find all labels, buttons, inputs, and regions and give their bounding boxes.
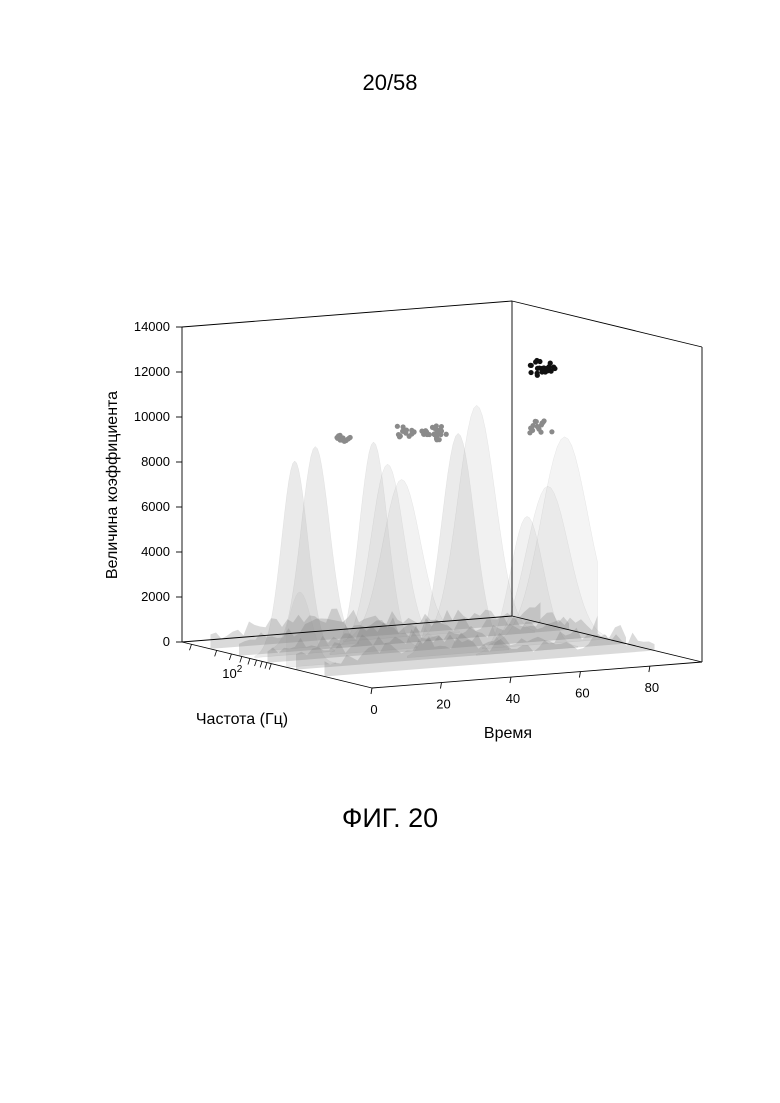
z-tick-label: 2000	[141, 589, 170, 604]
max-peak-marker	[548, 360, 553, 365]
max-peak-marker	[535, 371, 540, 376]
y-tick-mark	[265, 663, 267, 669]
peak-marker	[409, 428, 414, 433]
x-tick-label: 0	[370, 702, 377, 717]
max-peak-marker	[552, 366, 557, 371]
y-tick-label: 102	[222, 664, 242, 681]
x-axis-title: Время	[484, 725, 532, 742]
peak-marker	[538, 430, 543, 435]
peak-marker	[340, 435, 345, 440]
max-peak-marker	[528, 363, 533, 368]
y-tick-mark	[240, 656, 242, 662]
max-peak-marker	[528, 370, 533, 375]
x-tick-mark	[579, 672, 580, 678]
peak-marker	[540, 420, 545, 425]
peak-marker	[437, 437, 442, 442]
y-tick-mark	[190, 644, 192, 650]
y-tick-mark	[215, 650, 217, 656]
peak-marker	[395, 424, 400, 429]
peak-marker	[444, 432, 449, 437]
y-tick-mark	[248, 658, 250, 664]
peak-markers	[334, 358, 557, 444]
y-tick-mark	[269, 664, 271, 670]
peak-marker	[421, 432, 426, 437]
peak-marker	[434, 429, 439, 434]
z-tick-label: 12000	[134, 364, 170, 379]
x-tick-label: 40	[506, 691, 520, 706]
figure-caption: ФИГ. 20	[0, 803, 780, 834]
z-tick-label: 14000	[134, 319, 170, 334]
z-tick-label: 6000	[141, 499, 170, 514]
x-tick-label: 20	[436, 697, 450, 712]
max-peak-marker	[537, 365, 542, 370]
x-tick-label: 80	[645, 680, 659, 695]
peak-marker	[396, 432, 401, 437]
peak-marker	[407, 434, 412, 439]
z-tick-label: 4000	[141, 544, 170, 559]
x-tick-mark	[649, 666, 650, 672]
peak-marker	[335, 436, 340, 441]
z-tick-label: 8000	[141, 454, 170, 469]
peak-marker	[347, 435, 352, 440]
y-tick-mark	[255, 660, 257, 666]
max-peak-marker	[545, 366, 550, 371]
peak-marker	[549, 429, 554, 434]
z-tick-label: 0	[163, 634, 170, 649]
y-tick-exponent: 2	[237, 664, 243, 675]
x-tick-mark	[510, 677, 511, 683]
peak-marker	[400, 429, 405, 434]
surface-layer	[211, 405, 655, 676]
x-tick-mark	[440, 683, 441, 689]
y-tick-mark	[260, 661, 262, 667]
top-left-edge	[182, 301, 512, 327]
y-axis-title: Частота (Гц)	[196, 711, 288, 728]
x-tick-label: 60	[575, 686, 589, 701]
y-tick-base: 10	[222, 666, 236, 681]
peak-marker	[529, 427, 534, 432]
y-tick-mark	[229, 654, 231, 660]
peak-marker	[535, 424, 540, 429]
z-axis-title: Величина коэффициента	[104, 391, 121, 579]
x-tick-mark	[371, 688, 372, 694]
top-back-edge	[512, 301, 702, 347]
max-peak-marker	[533, 359, 538, 364]
z-tick-label: 10000	[134, 409, 170, 424]
